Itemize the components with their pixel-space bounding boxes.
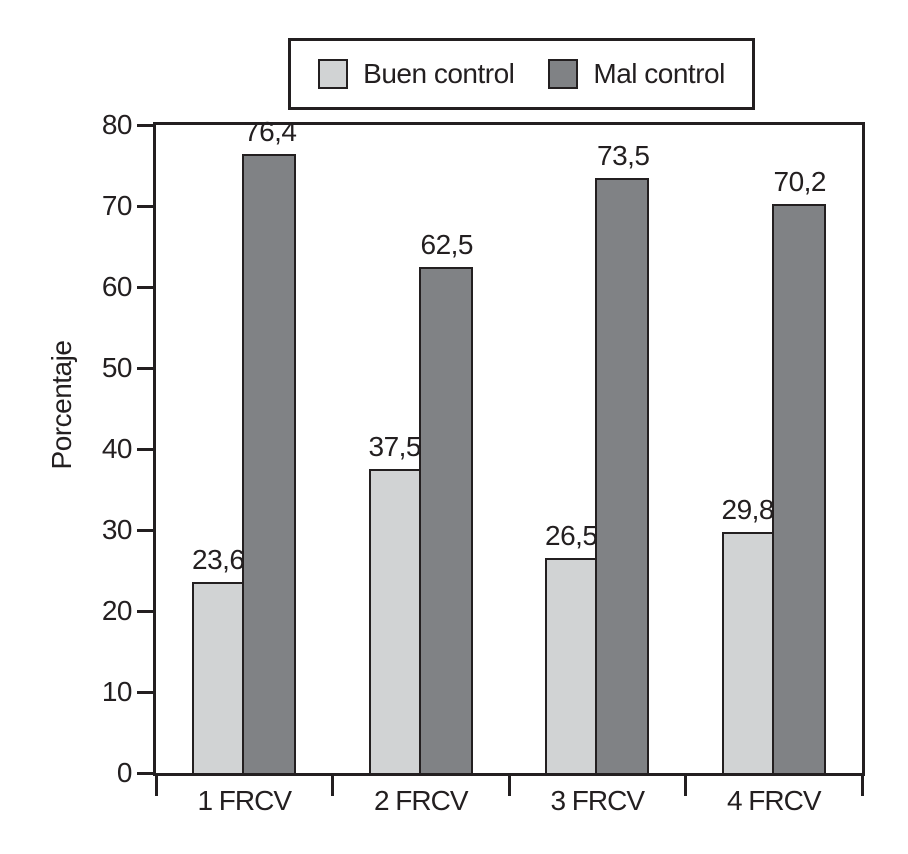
x-axis-tick xyxy=(860,776,864,796)
y-axis-tick-label: 40 xyxy=(101,433,133,464)
bar-value-label-mal-control: 76,4 xyxy=(244,116,297,148)
y-axis-tick-label: 20 xyxy=(101,595,133,626)
y-axis-tick xyxy=(137,771,153,775)
bar-value-label-buen-control: 26,5 xyxy=(545,520,598,552)
x-axis-tick xyxy=(154,776,158,796)
category-label-2-frcv: 2 FRCV xyxy=(373,785,469,816)
y-axis-tick xyxy=(137,204,153,208)
legend-item-buen-control: Buen control xyxy=(318,58,515,90)
y-axis-tick xyxy=(137,123,153,127)
x-axis-tick xyxy=(331,776,334,796)
x-axis-tick xyxy=(507,776,511,796)
plot-layer: 0 10 20 30 40 50 60 70 80 1 FRCV 2 FRCV 3 FRCV 4 FRC… xyxy=(102,109,864,816)
bar-value-label-mal-control: 70,2 xyxy=(773,166,827,198)
bar-value-label-mal-control: 62,5 xyxy=(420,228,474,260)
y-axis-tick-label: 80 xyxy=(101,109,133,140)
y-axis-tick-label: 60 xyxy=(101,271,133,302)
legend-label-mal-control: Mal control xyxy=(593,58,725,89)
plot-border xyxy=(153,122,865,776)
y-axis-tick-label: 70 xyxy=(101,190,133,221)
bar-value-label-buen-control: 29,8 xyxy=(721,493,775,525)
bar-mal-control xyxy=(595,177,650,773)
y-axis-tick-label: 50 xyxy=(101,352,133,383)
y-axis-tick-label: 10 xyxy=(101,676,133,707)
x-axis-tick xyxy=(684,776,687,796)
bar-value-label-buen-control: 37,5 xyxy=(368,431,422,463)
category-label-4-frcv: 4 FRCV xyxy=(726,785,822,816)
y-axis-tick xyxy=(137,447,153,451)
legend-label-buen-control: Buen control xyxy=(363,58,515,89)
bar-buen-control xyxy=(368,469,421,773)
y-axis-tick xyxy=(137,285,153,289)
y-axis-tick-label: 0 xyxy=(116,757,133,788)
bar-buen-control xyxy=(192,581,245,773)
bar-mal-control xyxy=(771,204,826,773)
legend: Buen control Mal control xyxy=(288,38,755,110)
y-axis-tick-label: 30 xyxy=(101,514,133,545)
y-axis-tick xyxy=(137,366,153,370)
y-axis-tick xyxy=(137,528,153,532)
bar-mal-control xyxy=(242,154,297,773)
legend-item-mal-control: Mal control xyxy=(548,58,725,90)
buen-control-swatch-icon xyxy=(318,59,349,89)
category-label-3-frcv: 3 FRCV xyxy=(550,785,645,816)
mal-control-swatch-icon xyxy=(548,59,579,89)
bar-mal-control xyxy=(418,266,473,773)
bar-value-label-buen-control: 23,6 xyxy=(192,543,245,575)
bar-value-label-mal-control: 73,5 xyxy=(597,139,650,171)
bar-buen-control xyxy=(721,531,774,773)
y-axis-tick xyxy=(137,690,153,694)
bar-buen-control xyxy=(545,558,598,773)
category-label-1-frcv: 1 FRCV xyxy=(197,785,292,816)
y-axis-tick xyxy=(137,609,153,613)
